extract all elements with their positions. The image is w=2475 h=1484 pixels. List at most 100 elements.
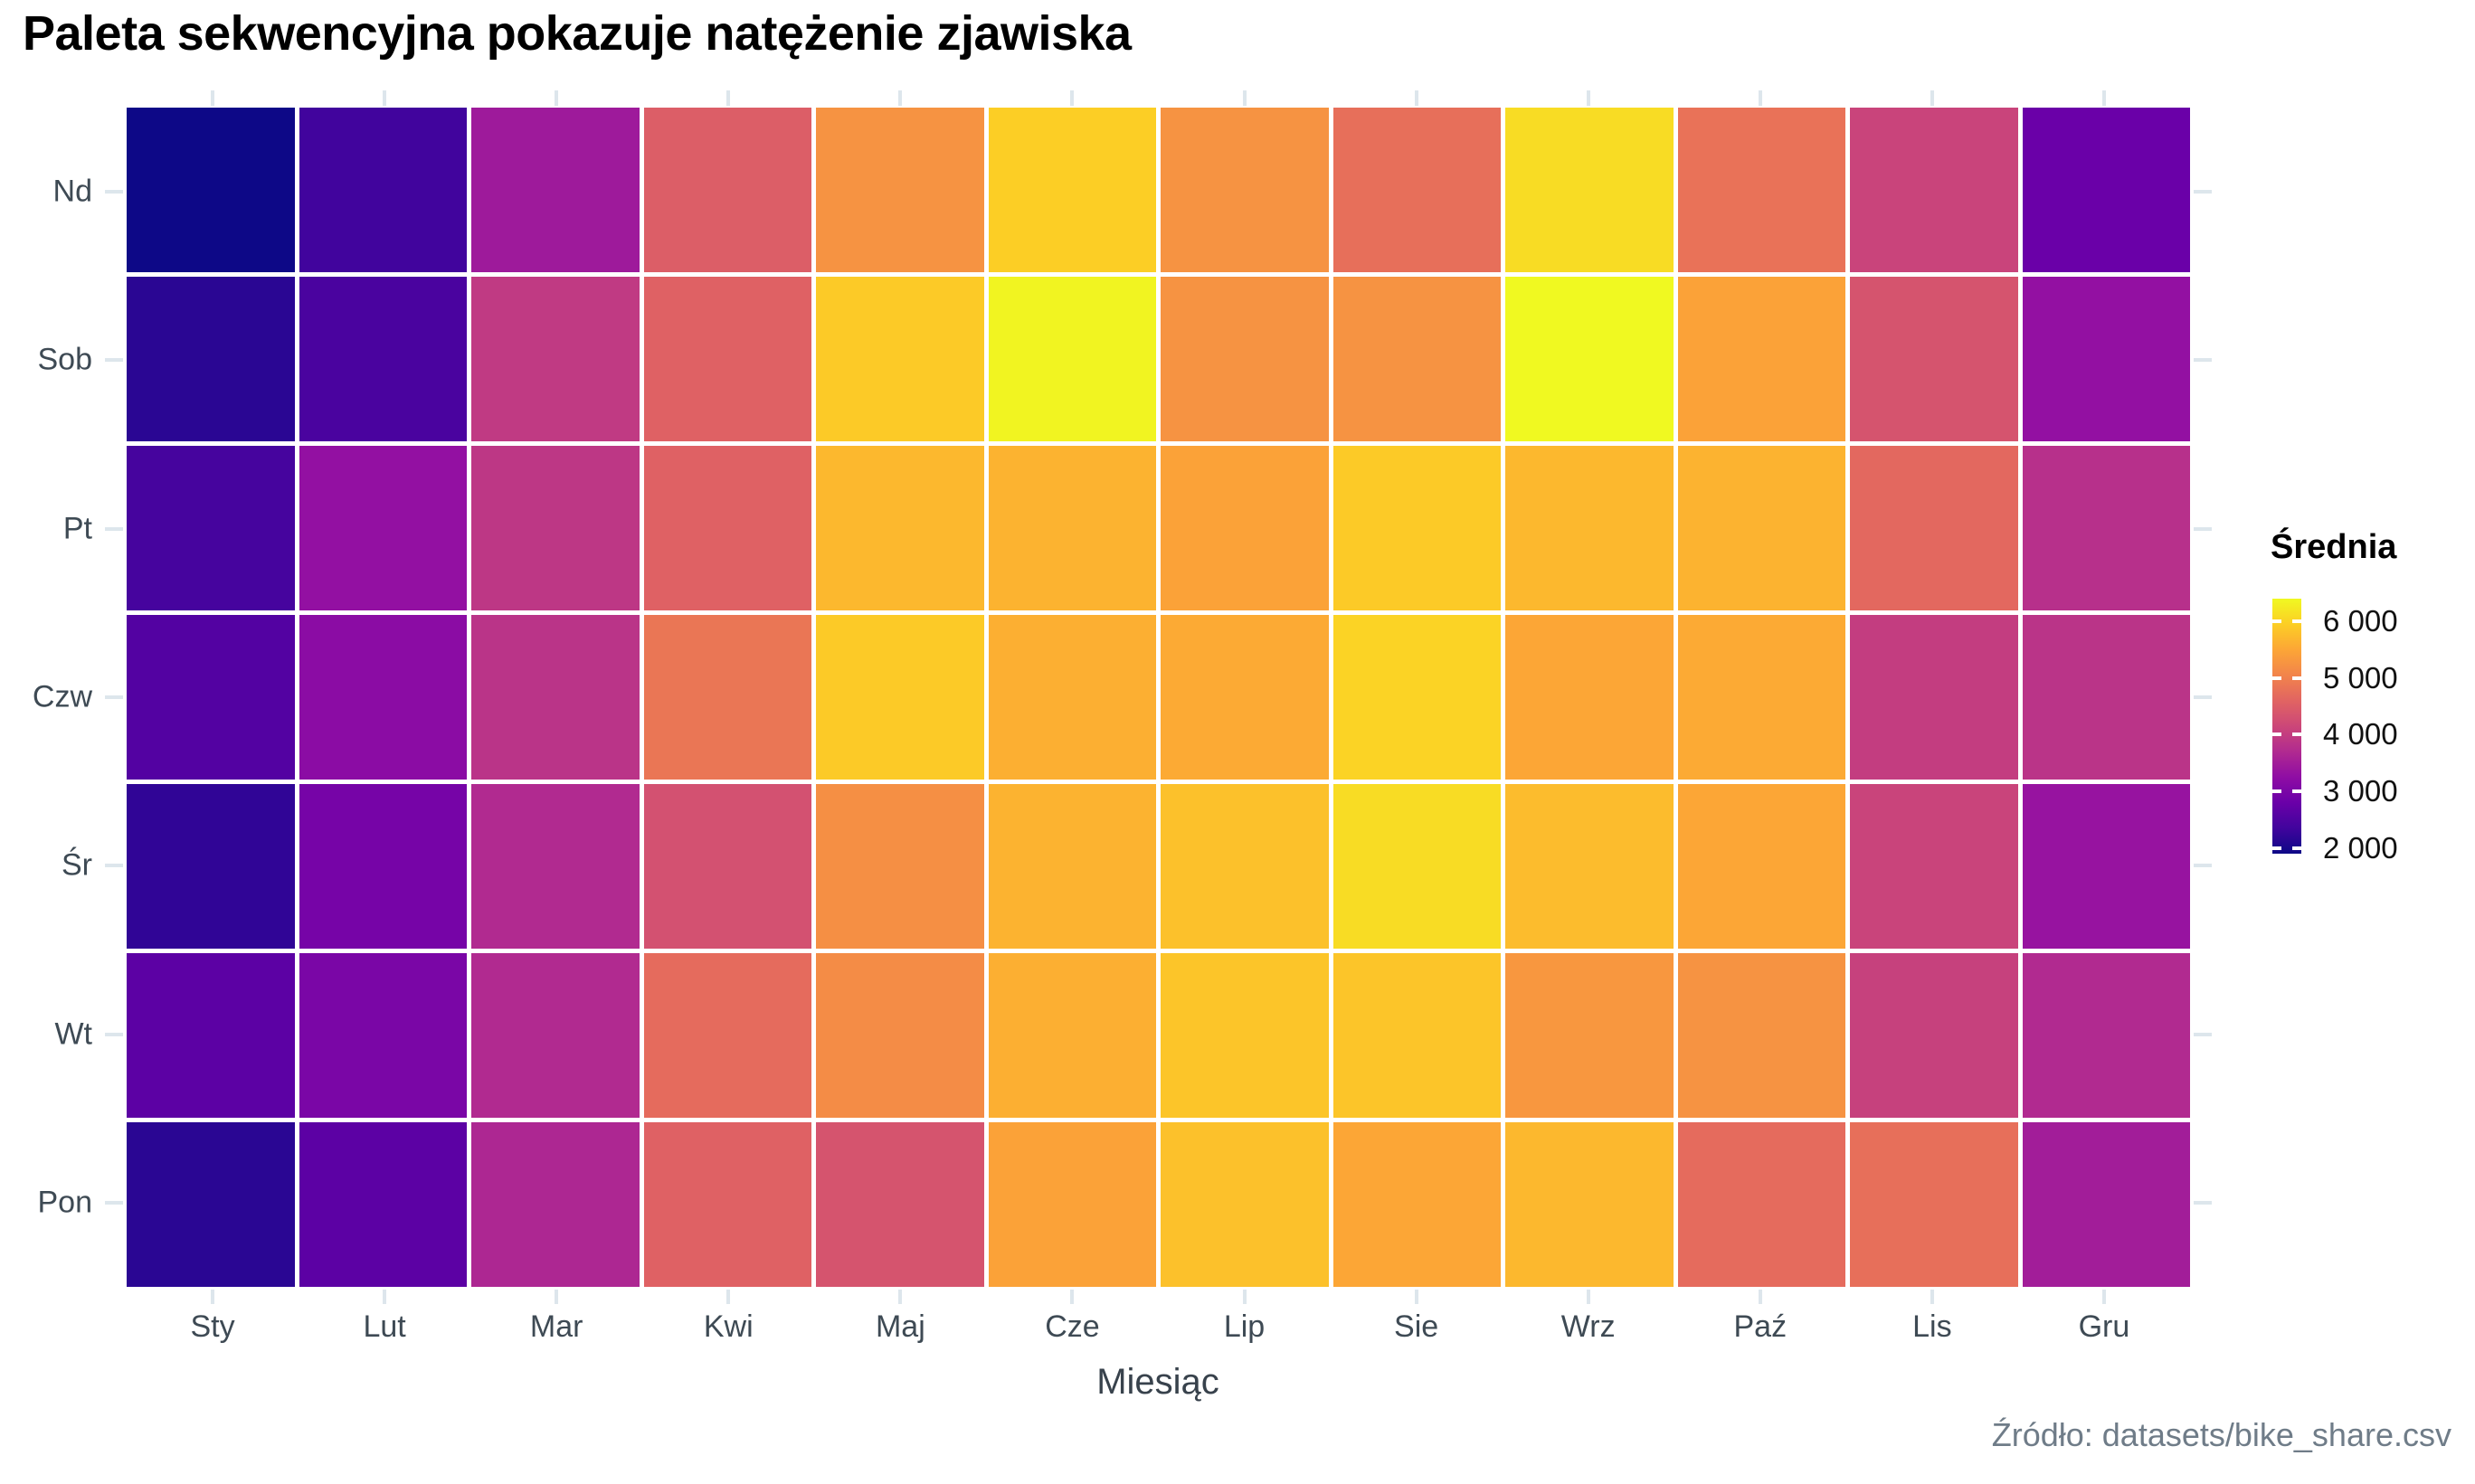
gridline-stub	[1242, 1290, 1247, 1304]
heatmap-cell-Wt-Sie	[1332, 953, 1501, 1118]
x-tick-label-Wrz: Wrz	[1560, 1309, 1616, 1344]
heatmap-cell-Sob-Wrz	[1505, 277, 1674, 441]
heatmap-cell-Nd-Cze	[988, 108, 1156, 272]
x-tick-label-Gru: Gru	[2078, 1309, 2130, 1344]
heatmap-cell-Nd-Sty	[127, 108, 295, 272]
legend-title: Średnia	[2271, 528, 2397, 566]
gridline-stub	[211, 1290, 215, 1304]
legend-tick-dash	[2292, 619, 2301, 624]
heatmap-cell-Czw-Kwi	[643, 615, 811, 780]
heatmap-cell-Pon-Paź	[1677, 1122, 1845, 1287]
heatmap-cell-Śr-Wrz	[1505, 784, 1674, 949]
x-tick-label-Cze: Cze	[1045, 1309, 1100, 1344]
gridline-stub	[555, 1290, 559, 1304]
x-tick-label-Kwi: Kwi	[703, 1309, 754, 1344]
legend-tick-dash	[2272, 733, 2281, 737]
gridline-stub	[2101, 1290, 2106, 1304]
heatmap-cell-Nd-Lip	[1161, 108, 1329, 272]
heatmap-cell-Pt-Gru	[2022, 446, 2190, 610]
gridline-stub	[1070, 90, 1075, 106]
legend-tick-label-2000: 2 000	[2323, 830, 2398, 865]
heatmap-cell-Pon-Sie	[1332, 1122, 1501, 1287]
heatmap-cell-Pt-Mar	[471, 446, 640, 610]
gridline-stub	[1414, 1290, 1418, 1304]
heatmap-cell-Śr-Cze	[988, 784, 1156, 949]
heatmap-cell-Pon-Sty	[127, 1122, 295, 1287]
gridline-stub	[1242, 90, 1247, 106]
heatmap-cell-Sob-Sie	[1332, 277, 1501, 441]
gridline-stub	[2194, 1032, 2212, 1036]
heatmap-cell-Czw-Lip	[1161, 615, 1329, 780]
heatmap-cell-Śr-Lis	[1850, 784, 2018, 949]
gridline-stub	[1586, 90, 1590, 106]
heatmap-cell-Nd-Gru	[2022, 108, 2190, 272]
y-tick-label-Śr: Śr	[62, 847, 92, 883]
heatmap-cell-Czw-Gru	[2022, 615, 2190, 780]
legend-tick-label-6000: 6 000	[2323, 604, 2398, 638]
gridline-stub	[105, 864, 123, 868]
heatmap-cell-Nd-Lut	[299, 108, 467, 272]
x-tick-label-Lip: Lip	[1223, 1309, 1266, 1344]
heatmap-cell-Pt-Maj	[816, 446, 984, 610]
heatmap-cell-Pon-Wrz	[1505, 1122, 1674, 1287]
gridline-stub	[1758, 90, 1762, 106]
heatmap-cell-Sob-Cze	[988, 277, 1156, 441]
heatmap-cell-Wt-Kwi	[643, 953, 811, 1118]
legend-tick-dash	[2292, 846, 2301, 850]
y-tick-label-Wt: Wt	[54, 1016, 92, 1052]
heatmap-cell-Sob-Paź	[1677, 277, 1845, 441]
source-caption: Źródło: datasets/bike_share.csv	[1991, 1416, 2451, 1453]
heatmap-cell-Śr-Gru	[2022, 784, 2190, 949]
gridline-stub	[2194, 1200, 2212, 1205]
legend-tick-dash	[2272, 789, 2281, 794]
legend-tick-label-3000: 3 000	[2323, 774, 2398, 808]
gridline-stub	[1414, 90, 1418, 106]
gridline-stub	[2194, 864, 2212, 868]
gridline-stub	[1070, 1290, 1075, 1304]
heatmap-cell-Śr-Lip	[1161, 784, 1329, 949]
heatmap-cell-Sob-Gru	[2022, 277, 2190, 441]
gridline-stub	[383, 90, 387, 106]
heatmap-cell-Sob-Kwi	[643, 277, 811, 441]
x-tick-label-Maj: Maj	[875, 1309, 925, 1344]
heatmap-cell-Śr-Kwi	[643, 784, 811, 949]
heatmap-cell-Pon-Cze	[988, 1122, 1156, 1287]
legend-tick-label-5000: 5 000	[2323, 660, 2398, 695]
legend-tick-dash	[2292, 733, 2301, 737]
gridline-stub	[2194, 695, 2212, 699]
heatmap-cell-Nd-Paź	[1677, 108, 1845, 272]
y-tick-label-Czw: Czw	[32, 679, 92, 714]
heatmap-cell-Sob-Mar	[471, 277, 640, 441]
heatmap-cell-Nd-Lis	[1850, 108, 2018, 272]
gridline-stub	[1930, 90, 1934, 106]
gridline-stub	[105, 1032, 123, 1036]
heatmap-cell-Wt-Paź	[1677, 953, 1845, 1118]
heatmap-cell-Czw-Paź	[1677, 615, 1845, 780]
legend-tick-label-4000: 4 000	[2323, 717, 2398, 751]
x-tick-label-Paź: Paź	[1733, 1309, 1788, 1344]
gridline-stub	[105, 526, 123, 531]
heatmap-cell-Czw-Mar	[471, 615, 640, 780]
heatmap-cell-Czw-Cze	[988, 615, 1156, 780]
legend-tick-dash	[2272, 619, 2281, 624]
heatmap-cell-Nd-Sie	[1332, 108, 1501, 272]
gridline-stub	[726, 90, 731, 106]
heatmap-cell-Nd-Maj	[816, 108, 984, 272]
heatmap-cell-Śr-Maj	[816, 784, 984, 949]
heatmap-cell-Sob-Maj	[816, 277, 984, 441]
heatmap-cell-Wt-Lis	[1850, 953, 2018, 1118]
x-tick-label-Mar: Mar	[529, 1309, 583, 1344]
gridline-stub	[2101, 90, 2106, 106]
gridline-stub	[105, 358, 123, 363]
heatmap-cell-Pon-Lis	[1850, 1122, 2018, 1287]
chart-title: Paleta sekwencyjna pokazuje natężenie zj…	[23, 6, 1132, 61]
heatmap-cell-Wt-Gru	[2022, 953, 2190, 1118]
heatmap-cell-Pt-Kwi	[643, 446, 811, 610]
heatmap-cell-Wt-Lut	[299, 953, 467, 1118]
heatmap-cell-Nd-Mar	[471, 108, 640, 272]
heatmap-cell-Śr-Sie	[1332, 784, 1501, 949]
gridline-stub	[105, 695, 123, 699]
heatmap-cell-Sob-Sty	[127, 277, 295, 441]
heatmap-cell-Wt-Mar	[471, 953, 640, 1118]
